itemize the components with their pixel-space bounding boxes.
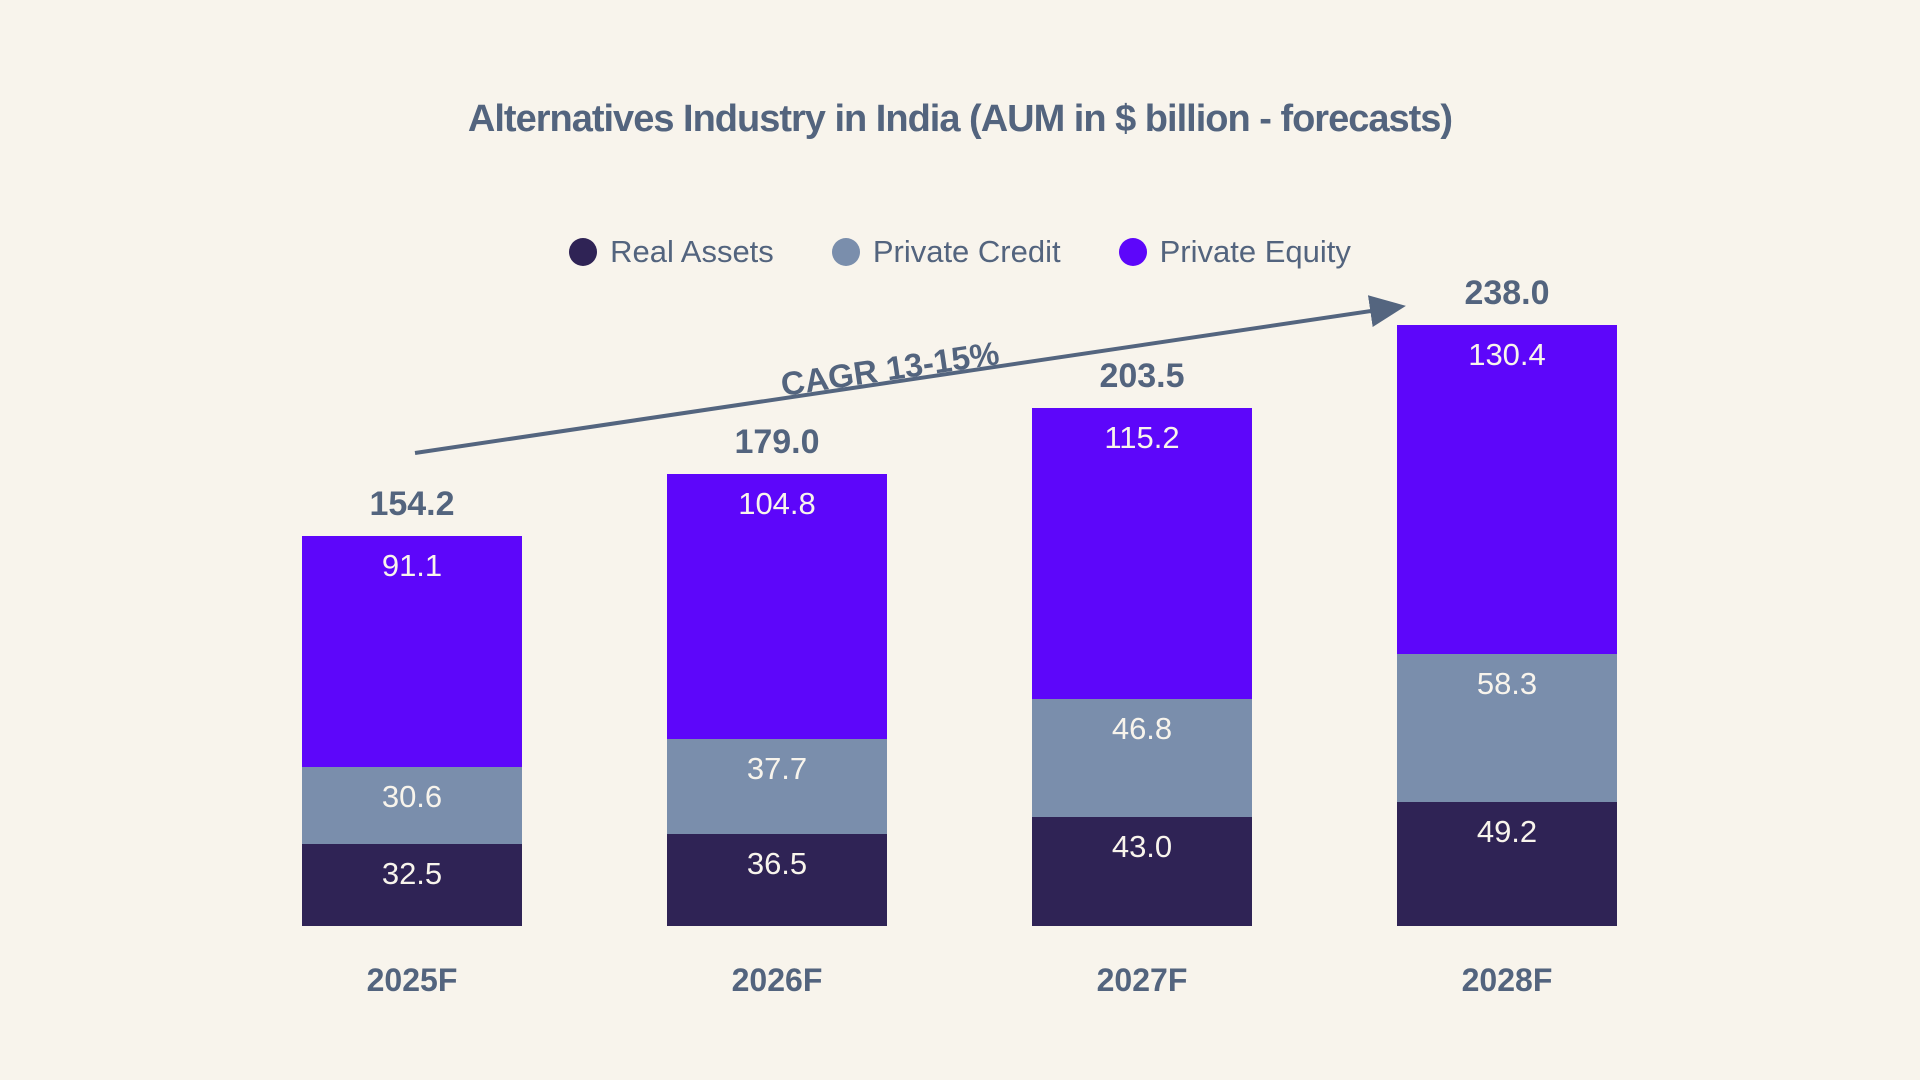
segment-real-assets: 49.2 — [1397, 801, 1617, 926]
segment-private-credit: 46.8 — [1032, 699, 1252, 818]
legend-item-private-equity: Private Equity — [1118, 234, 1351, 270]
segment-real-assets: 32.5 — [302, 843, 522, 926]
legend-label: Real Assets — [610, 234, 774, 269]
bar-total-label: 154.2 — [369, 485, 455, 524]
segment-value-label: 30.6 — [381, 778, 443, 814]
segment-value-label: 37.7 — [746, 750, 808, 786]
segment-value-label: 130.4 — [1468, 336, 1546, 372]
segment-value-label: 49.2 — [1476, 813, 1538, 849]
chart-title: Alternatives Industry in India (AUM in $… — [467, 98, 1453, 140]
legend-label: Private Equity — [1159, 234, 1351, 269]
bar-2025f: 91.1 30.6 32.5 — [302, 536, 522, 926]
private-credit-dot-icon — [831, 238, 860, 266]
segment-private-equity: 115.2 — [1032, 407, 1252, 700]
category-label: 2028F — [1461, 962, 1553, 998]
segment-value-label: 46.8 — [1111, 711, 1173, 747]
segment-value-label: 91.1 — [381, 548, 443, 584]
legend: Real Assets Private Credit Private Equit… — [0, 234, 1920, 270]
segment-private-credit: 37.7 — [667, 738, 887, 834]
segment-value-label: 36.5 — [746, 845, 808, 881]
legend-label: Private Credit — [872, 234, 1061, 269]
segment-private-credit: 58.3 — [1397, 654, 1617, 802]
segment-private-equity: 130.4 — [1397, 324, 1617, 655]
category-label: 2027F — [1096, 962, 1188, 998]
segment-value-label: 43.0 — [1111, 829, 1173, 865]
private-equity-dot-icon — [1118, 238, 1147, 266]
legend-item-real-assets: Real Assets — [569, 234, 774, 270]
segment-private-credit: 30.6 — [302, 766, 522, 844]
segment-value-label: 104.8 — [738, 485, 816, 521]
segment-value-label: 115.2 — [1104, 419, 1180, 455]
segment-real-assets: 43.0 — [1032, 817, 1252, 926]
segment-private-equity: 104.8 — [667, 473, 887, 739]
real-assets-dot-icon — [569, 238, 598, 266]
segment-value-label: 58.3 — [1476, 666, 1538, 702]
bar-total-label: 238.0 — [1464, 273, 1550, 312]
segment-private-equity: 91.1 — [302, 536, 522, 767]
bar-2026f: 104.8 37.7 36.5 — [667, 473, 887, 926]
category-label: 2026F — [731, 962, 823, 998]
segment-value-label: 32.5 — [381, 855, 443, 891]
segment-real-assets: 36.5 — [667, 833, 887, 926]
bar-2027f: 115.2 46.8 43.0 — [1032, 407, 1252, 926]
category-label: 2025F — [366, 962, 458, 998]
legend-item-private-credit: Private Credit — [831, 234, 1061, 270]
bar-2028f: 130.4 58.3 49.2 — [1397, 324, 1617, 926]
bar-total-label: 179.0 — [734, 422, 820, 461]
bar-total-label: 203.5 — [1099, 356, 1185, 395]
